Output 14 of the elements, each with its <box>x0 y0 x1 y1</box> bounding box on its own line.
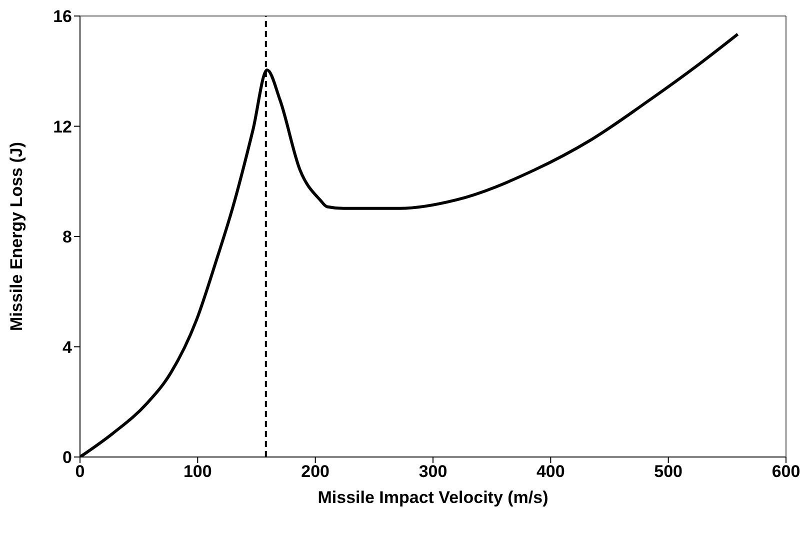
x-tick-label: 600 <box>772 462 800 482</box>
x-tick-label: 100 <box>183 462 212 482</box>
x-axis-title: Missile Impact Velocity (m/s) <box>318 488 548 507</box>
y-tick-label: 16 <box>53 7 72 26</box>
y-tick-label: 8 <box>62 228 72 247</box>
y-tick-label: 0 <box>62 448 72 468</box>
x-tick-label: 200 <box>301 462 330 482</box>
x-tick-label: 500 <box>654 462 683 482</box>
y-tick-label: 4 <box>62 338 73 357</box>
x-tick-label: 0 <box>75 462 85 482</box>
x-tick-label: 300 <box>418 462 448 482</box>
y-axis-title: Missile Energy Loss (J) <box>7 142 26 331</box>
x-tick-label: 400 <box>536 462 565 482</box>
y-tick-label: 12 <box>53 117 72 136</box>
